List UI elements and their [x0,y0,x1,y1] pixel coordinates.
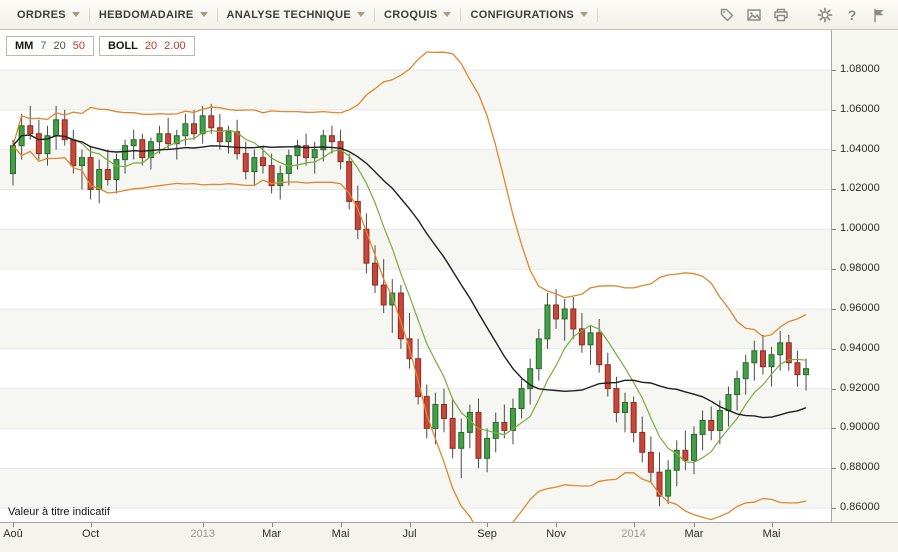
toolbar: ORDRES HEBDOMADAIRE ANALYSE TECHNIQUE CR… [0,0,898,30]
price-axis-tick [832,428,836,430]
price-axis-label: 1.04000 [840,142,880,155]
price-axis-label: 0.98000 [840,262,880,275]
price-axis-label: 0.94000 [840,341,880,354]
menu-analyse-technique[interactable]: ANALYSE TECHNIQUE [218,0,375,29]
toolbar-divider [88,7,90,22]
print-icon[interactable] [772,6,790,24]
legend-mm-period-7: 7 [40,40,47,52]
time-axis-tick [771,523,773,527]
toolbar-menus: ORDRES HEBDOMADAIRE ANALYSE TECHNIQUE CR… [8,0,599,29]
chevron-down-icon [71,12,80,17]
time-axis-label: Sep [477,528,497,540]
legend-mm-label: MM [15,40,34,52]
price-axis-label: 0.96000 [840,301,880,314]
chevron-down-icon [357,12,366,17]
price-axis-tick [832,109,836,111]
chevron-down-icon [443,12,452,17]
legend-bollinger[interactable]: BOLL 20 2.00 [98,36,195,56]
price-axis-label: 0.88000 [840,461,880,474]
legend-mm-period-20: 20 [53,40,66,52]
time-axis-tick [487,523,489,527]
menu-analyse-technique-label: ANALYSE TECHNIQUE [226,8,352,21]
price-axis-tick [832,189,836,191]
menu-hebdomadaire[interactable]: HEBDOMADAIRE [90,0,217,29]
time-axis-label: Mar [684,528,704,540]
legend-boll-label: BOLL [107,40,138,52]
price-chart[interactable]: MM 7 20 50 BOLL 20 2.00 Valeur à titre i… [0,30,831,522]
tags-icon[interactable] [718,6,736,24]
time-axis-label: Aoû [3,528,23,540]
price-axis-tick [832,269,836,271]
toolbar-divider [460,7,462,22]
price-axis-tick [832,308,836,310]
image-icon[interactable] [745,6,763,24]
price-axis-label: 0.90000 [840,421,880,434]
price-axis-label: 1.08000 [840,63,880,76]
chevron-down-icon [580,12,589,17]
time-axis-label: Mar [262,528,282,540]
time-axis[interactable]: Aoû Oct 2013 Mar Mai Jul Sep Nov 2014 Mar Mai [0,522,898,552]
price-axis-tick [832,348,836,350]
time-axis-tick [556,523,558,527]
price-axis-tick [832,468,836,470]
time-axis-label: Oct [82,528,100,540]
menu-croquis[interactable]: CROQUIS [375,0,460,29]
price-axis-label: 1.02000 [840,182,880,195]
toolbar-divider [374,7,376,22]
time-axis-tick [340,523,342,527]
time-axis-tick [633,523,635,527]
price-axis-label: 0.92000 [840,381,880,394]
time-axis-tick [90,523,92,527]
toolbar-divider [597,7,599,22]
price-axis-label: 0.86000 [840,501,880,514]
legend-boll-stddev: 2.00 [164,40,186,52]
price-axis-label: 1.06000 [840,102,880,115]
time-axis-tick [409,523,411,527]
time-axis-label: Jul [402,528,417,540]
price-axis-tick [832,229,836,231]
price-axis-label: 1.00000 [840,222,880,235]
time-axis-label: 2014 [621,528,646,540]
menu-ordres-label: ORDRES [17,8,66,21]
legend-boll-period: 20 [144,40,158,52]
toolbar-divider [216,7,218,22]
time-axis-tick [202,523,204,527]
price-axis[interactable]: 1.08000 1.06000 1.04000 1.02000 1.00000 0.980… [831,30,898,522]
menu-configurations[interactable]: CONFIGURATIONS [461,0,597,29]
legend-moving-averages[interactable]: MM 7 20 50 [6,36,94,56]
time-axis-tick [271,523,273,527]
time-axis-label: Nov [546,528,566,540]
indicator-legend: MM 7 20 50 BOLL 20 2.00 [6,36,195,56]
settings-icon[interactable] [816,6,834,24]
indicative-value-note: Valeur à titre indicatif [8,506,110,518]
flag-icon[interactable] [870,6,888,24]
toolbar-tools: ? [718,6,890,24]
menu-croquis-label: CROQUIS [384,8,438,21]
price-axis-tick [832,388,836,390]
price-axis-tick [832,70,836,72]
time-axis-label: Mai [762,528,781,540]
legend-mm-period-50: 50 [72,40,85,52]
chart-area: MM 7 20 50 BOLL 20 2.00 Valeur à titre i… [0,30,898,552]
time-axis-tick [13,523,14,527]
candlestick-plot[interactable] [0,30,831,522]
help-icon[interactable]: ? [847,6,857,23]
time-axis-label: 2013 [190,528,215,540]
time-axis-label: Mai [331,528,350,540]
price-axis-tick [832,149,836,151]
chevron-down-icon [199,12,208,17]
menu-configurations-label: CONFIGURATIONS [470,8,575,21]
price-axis-tick [832,508,836,510]
menu-ordres[interactable]: ORDRES [8,0,89,29]
time-axis-tick [693,523,695,527]
menu-hebdomadaire-label: HEBDOMADAIRE [98,8,194,21]
